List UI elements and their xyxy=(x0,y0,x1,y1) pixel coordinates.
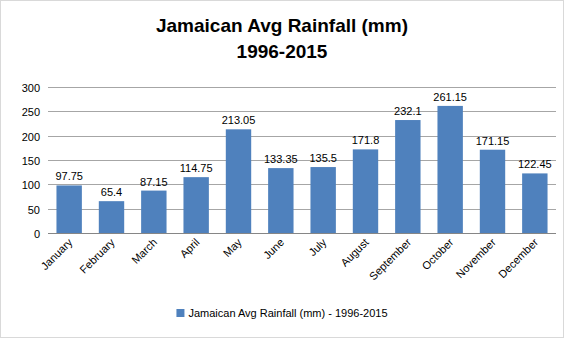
legend: Jamaican Avg Rainfall (mm) - 1996-2015 xyxy=(176,307,387,319)
bar xyxy=(268,168,293,233)
x-tick-label: January xyxy=(38,236,75,273)
x-tick-label: June xyxy=(261,236,286,261)
bar xyxy=(183,177,208,233)
legend-label: Jamaican Avg Rainfall (mm) - 1996-2015 xyxy=(188,307,387,319)
x-tick-label: August xyxy=(338,236,371,269)
bar xyxy=(99,201,124,233)
data-label: 87.15 xyxy=(140,176,168,188)
chart: Jamaican Avg Rainfall (mm) 1996-2015 0 50 10… xyxy=(0,0,564,338)
y-tick-label: 150 xyxy=(22,155,40,167)
x-tick-label: November xyxy=(454,236,499,281)
subtitle: 1996-2015 xyxy=(237,41,328,62)
x-tick-label: March xyxy=(129,236,159,266)
legend-swatch xyxy=(176,309,184,317)
bars xyxy=(56,106,547,233)
bar xyxy=(353,149,378,233)
bar xyxy=(141,191,166,233)
data-label: 97.75 xyxy=(55,170,83,182)
grid-line xyxy=(48,87,556,88)
x-tick-label: April xyxy=(178,236,202,260)
bar xyxy=(226,129,251,233)
x-axis-line xyxy=(48,233,556,234)
y-tick-label: 300 xyxy=(22,82,40,94)
chart-container: Jamaican Avg Rainfall (mm) 1996-2015 0 50 10… xyxy=(0,0,564,338)
x-tick-label: October xyxy=(419,236,455,272)
data-label: 213.05 xyxy=(222,114,256,126)
bar xyxy=(480,150,505,233)
data-label: 171.8 xyxy=(352,134,380,146)
data-label: 171.15 xyxy=(476,135,510,147)
y-tick-label: 250 xyxy=(22,106,40,118)
x-tick-label: February xyxy=(77,236,117,276)
y-tick-label: 50 xyxy=(28,204,40,216)
data-label: 122.45 xyxy=(518,158,552,170)
data-label: 261.15 xyxy=(433,91,467,103)
data-label: 114.75 xyxy=(180,162,213,174)
chart-border xyxy=(1,1,564,338)
data-label: 133.35 xyxy=(264,153,298,165)
grid-line xyxy=(48,111,556,112)
data-label: 65.4 xyxy=(101,186,122,198)
title: Jamaican Avg Rainfall (mm) xyxy=(156,15,408,36)
bar xyxy=(522,173,547,233)
x-tick-label: July xyxy=(306,236,329,259)
x-tick-label: September xyxy=(367,236,414,283)
grid-line xyxy=(48,233,556,234)
bar xyxy=(310,167,335,233)
bar xyxy=(395,120,420,233)
x-tick-label: December xyxy=(496,236,541,281)
y-tick-label: 100 xyxy=(22,179,40,191)
data-label: 232.1 xyxy=(394,105,422,117)
x-tick-label: May xyxy=(221,236,245,260)
y-tick-label: 200 xyxy=(22,131,40,143)
y-tick-label: 0 xyxy=(34,228,40,240)
bar xyxy=(437,106,462,233)
bar xyxy=(56,185,81,233)
data-label: 135.5 xyxy=(309,152,337,164)
